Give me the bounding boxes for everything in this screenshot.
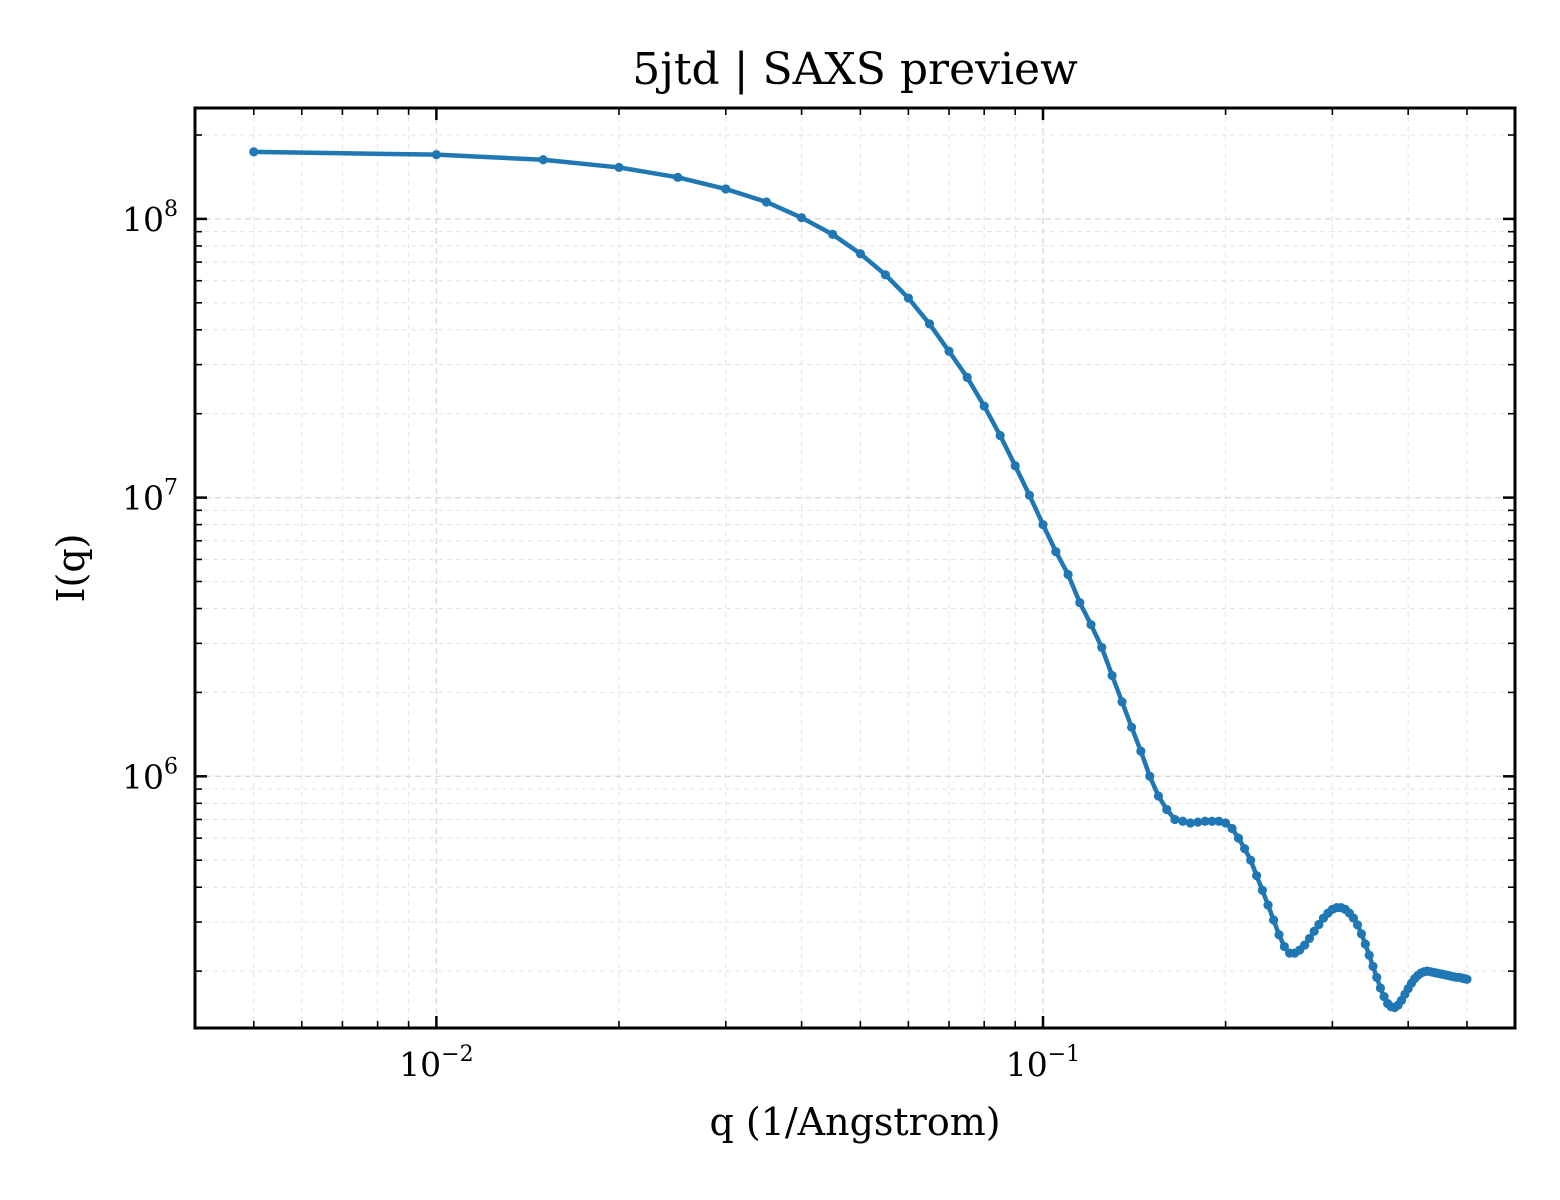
x-tick-label: 10−2: [399, 1042, 473, 1084]
data-point: [979, 401, 989, 411]
data-point: [1153, 791, 1164, 801]
data-point: [1127, 722, 1137, 732]
y-tick-label: 106: [122, 754, 178, 796]
series-layer: [249, 147, 1472, 1013]
data-point: [1170, 814, 1180, 825]
data-point: [673, 172, 683, 182]
x-tick-label: 10−1: [1006, 1042, 1080, 1084]
data-point: [880, 270, 891, 280]
data-point: [1257, 885, 1268, 895]
data-point: [1117, 697, 1127, 707]
data-point: [1263, 900, 1273, 910]
data-point: [1063, 569, 1073, 580]
data-point: [1193, 817, 1203, 827]
data-point: [903, 293, 914, 303]
data-point: [1269, 915, 1279, 925]
data-point: [1051, 547, 1061, 557]
data-point: [1252, 871, 1262, 881]
data-point: [1352, 920, 1363, 930]
data-point: [1107, 670, 1117, 681]
tick-labels: 10−2 10−1 106 107 108: [122, 197, 1080, 1084]
data-point: [1364, 950, 1374, 960]
data-point: [1274, 930, 1284, 940]
y-axis-label: I(q): [49, 534, 93, 603]
data-point: [855, 249, 865, 259]
y-tick-label: 108: [122, 197, 178, 239]
data-point: [1372, 972, 1382, 982]
data-point: [796, 213, 807, 223]
data-point: [962, 372, 972, 382]
data-point: [1010, 461, 1020, 471]
data-point: [1304, 933, 1315, 944]
chart-title: 5jtd | SAXS preview: [632, 44, 1078, 95]
data-point: [1178, 816, 1188, 826]
data-point: [1375, 983, 1386, 993]
data-point: [1348, 913, 1359, 923]
y-tick-label: 107: [122, 476, 178, 518]
data-point: [721, 184, 731, 194]
data-point: [1233, 833, 1244, 843]
data-point: [538, 155, 548, 165]
data-point: [1200, 816, 1210, 826]
data-point: [761, 197, 772, 207]
data-point: [1207, 816, 1217, 826]
data-point: [1368, 961, 1378, 971]
data-point: [1240, 844, 1250, 854]
data-point: [1309, 926, 1319, 936]
data-point: [1136, 746, 1146, 756]
data-point: [1227, 823, 1237, 834]
data-point: [828, 229, 838, 239]
x-axis-label: q (1/Angstrom): [709, 1100, 1000, 1144]
data-point: [431, 150, 441, 160]
data-point: [944, 346, 954, 356]
data-point: [1314, 919, 1324, 930]
data-point: [1356, 929, 1367, 939]
grid: [194, 108, 1516, 1028]
data-point: [995, 430, 1005, 441]
data-point: [1086, 620, 1096, 630]
data-point: [1300, 940, 1310, 950]
data-point: [1360, 939, 1370, 949]
data-point: [924, 319, 935, 329]
data-point: [1038, 520, 1048, 530]
data-point: [1097, 642, 1107, 653]
data-point: [1220, 818, 1231, 828]
data-point: [1024, 490, 1035, 500]
data-point: [1075, 598, 1085, 608]
data-point: [1379, 992, 1389, 1002]
data-point: [614, 162, 624, 173]
data-point: [1462, 974, 1472, 984]
plot-frame: [193, 106, 1517, 1030]
data-point: [1185, 818, 1196, 828]
data-point: [249, 147, 259, 157]
data-point: [1162, 804, 1172, 815]
data-point: [1279, 941, 1289, 952]
data-point: [1246, 855, 1256, 865]
data-point: [1145, 771, 1155, 781]
